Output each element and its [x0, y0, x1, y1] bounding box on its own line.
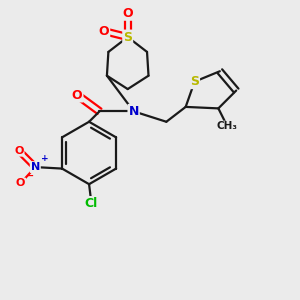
- Text: +: +: [41, 154, 49, 163]
- Text: O: O: [99, 25, 109, 38]
- Text: N: N: [128, 105, 139, 118]
- Text: −: −: [26, 171, 34, 181]
- Text: CH₃: CH₃: [217, 121, 238, 131]
- Text: O: O: [14, 146, 24, 156]
- Text: O: O: [122, 7, 133, 20]
- Text: N: N: [31, 162, 40, 172]
- Text: S: S: [190, 75, 199, 88]
- Text: O: O: [72, 88, 83, 101]
- Text: Cl: Cl: [85, 197, 98, 210]
- Text: O: O: [16, 178, 25, 188]
- Text: S: S: [123, 31, 132, 44]
